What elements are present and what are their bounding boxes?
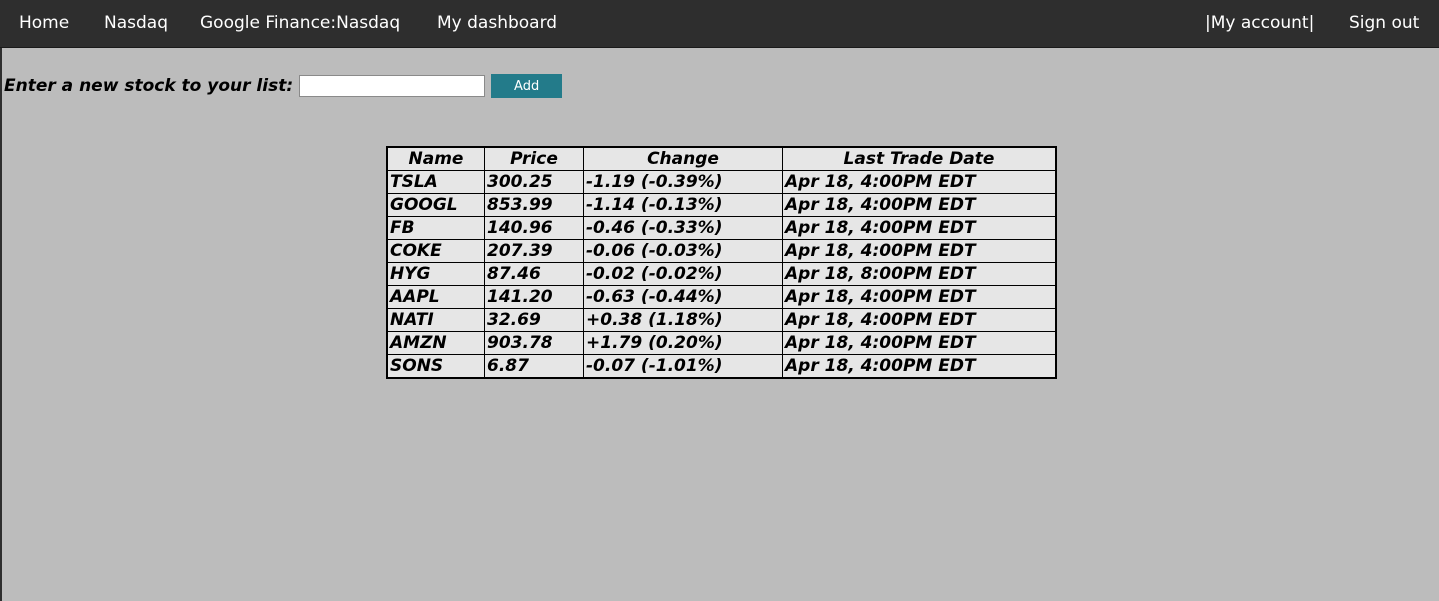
table-row: HYG 87.46 -0.02 (-0.02%) Apr 18, 8:00PM … [386, 262, 1057, 286]
header-name: Name [386, 146, 485, 171]
cell-name: AAPL [386, 285, 485, 309]
nav-my-account-link[interactable]: |My account| [1205, 13, 1315, 33]
table-row: NATI 32.69 +0.38 (1.18%) Apr 18, 4:00PM … [386, 308, 1057, 332]
header-last-trade-date: Last Trade Date [782, 146, 1057, 171]
nav-sign-out-link[interactable]: Sign out [1349, 13, 1420, 33]
nav-nasdaq-link[interactable]: Nasdaq [104, 13, 168, 33]
table-header-row: Name Price Change Last Trade Date [386, 146, 1057, 171]
cell-date: Apr 18, 4:00PM EDT [782, 216, 1057, 240]
add-stock-form: Enter a new stock to your list: Add [4, 73, 563, 99]
cell-change: -0.07 (-1.01%) [583, 354, 783, 379]
cell-price: 853.99 [484, 193, 584, 217]
table-row: COKE 207.39 -0.06 (-0.03%) Apr 18, 4:00P… [386, 239, 1057, 263]
top-navbar: Home Nasdaq Google Finance:Nasdaq My das… [0, 0, 1439, 48]
table-row: AAPL 141.20 -0.63 (-0.44%) Apr 18, 4:00P… [386, 285, 1057, 309]
stock-symbol-input[interactable] [299, 75, 486, 97]
cell-name: GOOGL [386, 193, 485, 217]
table-row: TSLA 300.25 -1.19 (-0.39%) Apr 18, 4:00P… [386, 170, 1057, 194]
cell-date: Apr 18, 4:00PM EDT [782, 285, 1057, 309]
cell-change: +0.38 (1.18%) [583, 308, 783, 332]
cell-price: 903.78 [484, 331, 584, 355]
cell-price: 140.96 [484, 216, 584, 240]
cell-date: Apr 18, 4:00PM EDT [782, 239, 1057, 263]
cell-price: 207.39 [484, 239, 584, 263]
add-stock-button[interactable]: Add [491, 74, 563, 98]
stock-table: Name Price Change Last Trade Date TSLA 3… [386, 146, 1057, 379]
cell-change: -0.06 (-0.03%) [583, 239, 783, 263]
cell-name: HYG [386, 262, 485, 286]
cell-change: -0.02 (-0.02%) [583, 262, 783, 286]
cell-date: Apr 18, 4:00PM EDT [782, 193, 1057, 217]
table-row: GOOGL 853.99 -1.14 (-0.13%) Apr 18, 4:00… [386, 193, 1057, 217]
cell-change: -0.63 (-0.44%) [583, 285, 783, 309]
cell-price: 87.46 [484, 262, 584, 286]
cell-change: -0.46 (-0.33%) [583, 216, 783, 240]
cell-name: NATI [386, 308, 485, 332]
cell-name: TSLA [386, 170, 485, 194]
cell-date: Apr 18, 4:00PM EDT [782, 354, 1057, 379]
cell-price: 6.87 [484, 354, 584, 379]
cell-change: -1.14 (-0.13%) [583, 193, 783, 217]
cell-name: FB [386, 216, 485, 240]
add-stock-label: Enter a new stock to your list: [4, 76, 294, 96]
cell-name: SONS [386, 354, 485, 379]
cell-price: 141.20 [484, 285, 584, 309]
cell-date: Apr 18, 4:00PM EDT [782, 170, 1057, 194]
cell-price: 300.25 [484, 170, 584, 194]
table-row: FB 140.96 -0.46 (-0.33%) Apr 18, 4:00PM … [386, 216, 1057, 240]
header-change: Change [583, 146, 783, 171]
cell-change: -1.19 (-0.39%) [583, 170, 783, 194]
cell-name: AMZN [386, 331, 485, 355]
table-row: SONS 6.87 -0.07 (-1.01%) Apr 18, 4:00PM … [386, 354, 1057, 379]
cell-date: Apr 18, 4:00PM EDT [782, 308, 1057, 332]
cell-date: Apr 18, 8:00PM EDT [782, 262, 1057, 286]
nav-google-finance-link[interactable]: Google Finance:Nasdaq [200, 13, 401, 33]
header-price: Price [484, 146, 584, 171]
cell-date: Apr 18, 4:00PM EDT [782, 331, 1057, 355]
cell-change: +1.79 (0.20%) [583, 331, 783, 355]
nav-dashboard-link[interactable]: My dashboard [437, 13, 558, 33]
cell-name: COKE [386, 239, 485, 263]
table-row: AMZN 903.78 +1.79 (0.20%) Apr 18, 4:00PM… [386, 331, 1057, 355]
nav-home-link[interactable]: Home [19, 13, 70, 33]
cell-price: 32.69 [484, 308, 584, 332]
